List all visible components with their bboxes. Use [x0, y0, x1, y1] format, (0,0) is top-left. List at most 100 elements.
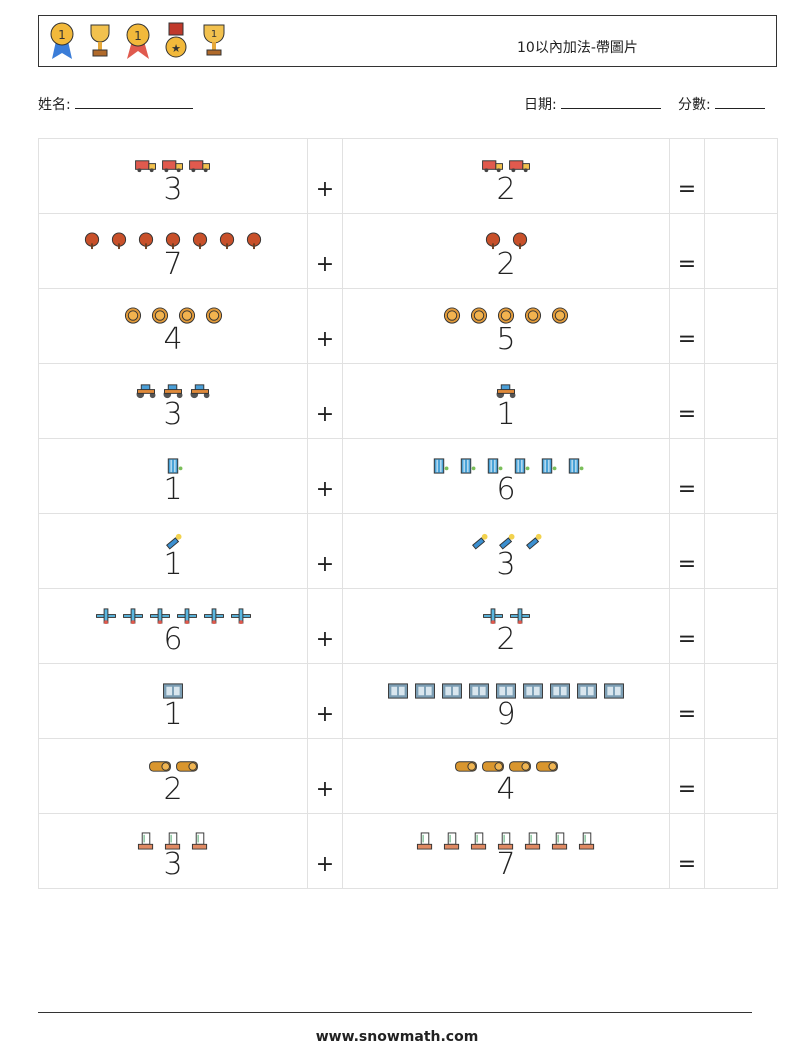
tree-icon	[160, 232, 186, 250]
answer-cell[interactable]	[704, 438, 778, 514]
plane-icon	[93, 607, 119, 625]
addend-a: 1	[163, 472, 183, 507]
flashlight-icon	[466, 532, 492, 550]
addend-a-cell: 3	[38, 363, 308, 439]
medal-icon: 1	[47, 21, 77, 61]
addend-b: 4	[496, 772, 516, 807]
coin-icon	[147, 307, 173, 325]
plus-sign: +	[315, 702, 335, 727]
addend-a-pictures	[39, 672, 307, 700]
name-line[interactable]	[75, 96, 194, 109]
addend-b-cell: 3	[342, 513, 670, 589]
addend-a: 4	[163, 322, 183, 357]
tree-icon	[214, 232, 240, 250]
window-icon	[412, 682, 438, 700]
addend-b-cell: 7	[342, 813, 670, 889]
date-label: 日期:	[524, 97, 557, 113]
problem-row: 1 +3 =	[38, 513, 778, 589]
score-field: 分數:	[678, 94, 766, 114]
plus-cell: +	[307, 363, 343, 439]
addend-a-pictures	[39, 447, 307, 475]
answer-cell[interactable]	[704, 588, 778, 664]
cup-icon: 1	[199, 21, 229, 61]
equals-cell: =	[669, 588, 705, 664]
addend-b: 6	[496, 472, 516, 507]
coin-icon	[174, 307, 200, 325]
plane-icon	[147, 607, 173, 625]
svg-text:1: 1	[58, 28, 66, 42]
tree-icon	[133, 232, 159, 250]
addend-b-cell: 4	[342, 738, 670, 814]
addend-a-cell: 1	[38, 513, 308, 589]
answer-cell[interactable]	[704, 363, 778, 439]
addend-a: 3	[163, 397, 183, 432]
addend-a-cell: 3	[38, 138, 308, 214]
addend-b-pictures	[343, 297, 669, 325]
equals-sign: =	[677, 252, 697, 277]
addend-a: 1	[163, 547, 183, 582]
answer-cell[interactable]	[704, 738, 778, 814]
addend-b-pictures	[343, 597, 669, 625]
addend-a-pictures	[39, 297, 307, 325]
coin-icon	[439, 307, 465, 325]
window-icon	[547, 682, 573, 700]
addend-b-cell: 6	[342, 438, 670, 514]
truck-icon	[160, 157, 186, 175]
footer-site: www.snowmath.com	[315, 1029, 479, 1045]
hay-bale-icon	[174, 757, 200, 775]
hay-bale-icon	[147, 757, 173, 775]
tree-icon	[507, 232, 533, 250]
tree-icon	[187, 232, 213, 250]
addend-b-pictures	[343, 222, 669, 250]
score-line[interactable]	[715, 96, 766, 109]
equals-sign: =	[677, 327, 697, 352]
plus-cell: +	[307, 438, 343, 514]
window-icon	[574, 682, 600, 700]
addend-a-pictures	[39, 147, 307, 175]
plus-sign: +	[315, 552, 335, 577]
tractor-icon	[187, 382, 213, 400]
score-label: 分數:	[678, 97, 711, 113]
addend-a-cell: 4	[38, 288, 308, 364]
addend-b: 2	[496, 172, 516, 207]
answer-cell[interactable]	[704, 288, 778, 364]
problem-row: 4 +5 =	[38, 288, 778, 364]
hay-bale-icon	[480, 757, 506, 775]
plane-icon	[228, 607, 254, 625]
problem-row: 3 +2 =	[38, 138, 778, 214]
problem-row: 6 +2 =	[38, 588, 778, 664]
addend-a-pictures	[39, 747, 307, 775]
answer-cell[interactable]	[704, 213, 778, 289]
coin-icon	[493, 307, 519, 325]
addend-b: 1	[496, 397, 516, 432]
plane-icon	[507, 607, 533, 625]
worksheet-title: 10以內加法-帶圖片	[517, 40, 638, 56]
date-line[interactable]	[561, 96, 662, 109]
tractor-icon	[493, 382, 519, 400]
addend-b-cell: 2	[342, 138, 670, 214]
problem-row: 1 +6 =	[38, 438, 778, 514]
building-icon	[534, 457, 560, 475]
answer-cell[interactable]	[704, 813, 778, 889]
date-field: 日期:	[524, 94, 662, 114]
plus-sign: +	[315, 327, 335, 352]
answer-cell[interactable]	[704, 663, 778, 739]
tree-icon	[79, 232, 105, 250]
building-icon	[507, 457, 533, 475]
answer-cell[interactable]	[704, 138, 778, 214]
addend-b: 9	[496, 697, 516, 732]
tree-icon	[480, 232, 506, 250]
window-icon	[385, 682, 411, 700]
flashlight-icon	[160, 532, 186, 550]
building-icon	[561, 457, 587, 475]
equals-cell: =	[669, 213, 705, 289]
addend-a: 7	[163, 247, 183, 282]
tractor-icon	[133, 382, 159, 400]
answer-cell[interactable]	[704, 513, 778, 589]
hand-card-icon	[412, 832, 438, 850]
hand-card-icon	[547, 832, 573, 850]
coin-icon	[520, 307, 546, 325]
addend-a-cell: 7	[38, 213, 308, 289]
trophy-icon	[85, 21, 115, 61]
problem-row: 7 +2 =	[38, 213, 778, 289]
